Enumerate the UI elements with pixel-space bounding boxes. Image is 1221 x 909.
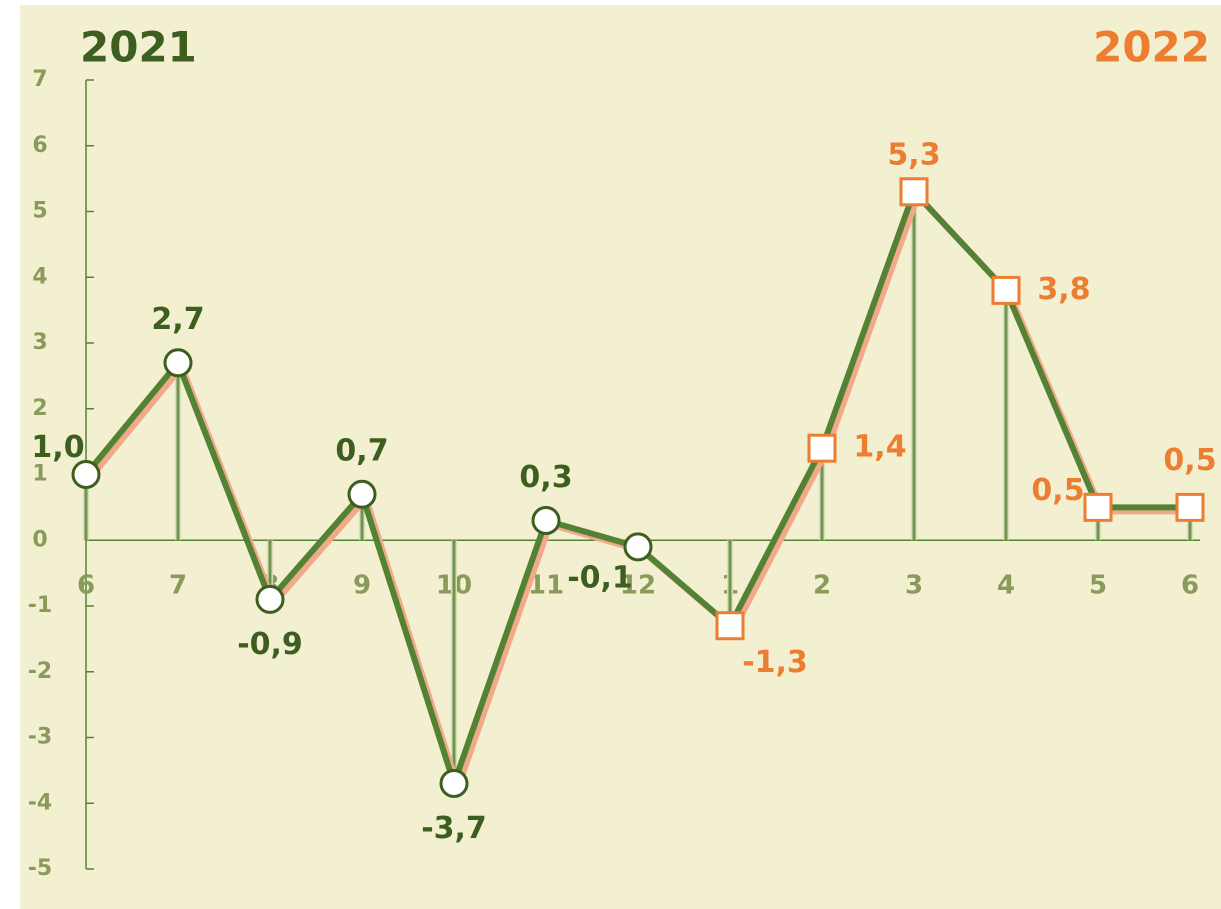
y-tick-label: -3 xyxy=(28,725,52,750)
data-label: -0,1 xyxy=(567,560,633,595)
marker xyxy=(439,769,469,799)
marker xyxy=(163,348,193,378)
drop-line xyxy=(727,540,733,626)
marker xyxy=(623,532,653,562)
y-tick-label: -2 xyxy=(28,659,52,684)
data-label: 5,3 xyxy=(887,137,940,172)
y-tick-label: 5 xyxy=(32,199,47,224)
x-tick-label: 5 xyxy=(1089,571,1107,601)
year-label: 2022 xyxy=(1093,23,1210,72)
x-tick-label: 6 xyxy=(1181,571,1199,601)
drop-line xyxy=(359,494,365,541)
drop-line xyxy=(451,540,457,784)
y-tick-label: -1 xyxy=(28,593,52,618)
marker xyxy=(255,584,285,614)
marker xyxy=(347,479,377,509)
drop-line xyxy=(267,540,273,600)
x-tick-label: 12 xyxy=(620,571,656,601)
y-tick-label: 0 xyxy=(32,527,47,552)
data-label: 1,4 xyxy=(853,430,906,465)
drop-line xyxy=(1095,507,1101,541)
x-tick-label: 2 xyxy=(813,571,831,601)
drop-line xyxy=(819,448,825,541)
drop-line xyxy=(175,362,181,541)
marker xyxy=(807,433,837,463)
y-tick-label: 6 xyxy=(32,133,47,158)
y-tick-label: 4 xyxy=(32,264,47,289)
marker xyxy=(1083,492,1113,522)
y-tick-label: -4 xyxy=(28,790,52,815)
drop-line xyxy=(1187,507,1193,541)
x-tick-label: 6 xyxy=(77,571,95,601)
data-label: 0,7 xyxy=(335,434,388,469)
year-label: 2021 xyxy=(80,23,197,72)
data-label: 0,3 xyxy=(519,460,572,495)
y-tick-label: 7 xyxy=(32,67,47,92)
data-label: -0,9 xyxy=(237,627,303,662)
data-label: -3,7 xyxy=(421,811,487,846)
drop-line xyxy=(83,474,89,541)
x-tick-label: 3 xyxy=(905,571,923,601)
marker xyxy=(991,275,1021,305)
marker xyxy=(715,611,745,641)
data-label: 0,5 xyxy=(1163,443,1216,478)
plot-background xyxy=(20,5,1221,909)
marker xyxy=(71,460,101,489)
x-tick-label: 7 xyxy=(169,571,187,601)
drop-line xyxy=(1003,290,1009,541)
marker xyxy=(899,177,929,207)
marker xyxy=(1175,492,1205,522)
data-label: 3,8 xyxy=(1037,272,1090,307)
data-label: 2,7 xyxy=(151,302,204,337)
marker xyxy=(531,506,561,536)
drop-line xyxy=(911,191,917,541)
data-label: 0,5 xyxy=(1031,473,1084,508)
data-label: 1,0 xyxy=(31,430,84,465)
y-tick-label: 3 xyxy=(32,330,47,355)
y-tick-label: 2 xyxy=(32,396,47,421)
y-tick-label: 1 xyxy=(32,462,47,487)
y-tick-label: -5 xyxy=(28,856,52,881)
x-tick-label: 9 xyxy=(353,571,371,601)
data-label: -1,3 xyxy=(742,645,808,680)
x-tick-label: 4 xyxy=(997,571,1015,601)
